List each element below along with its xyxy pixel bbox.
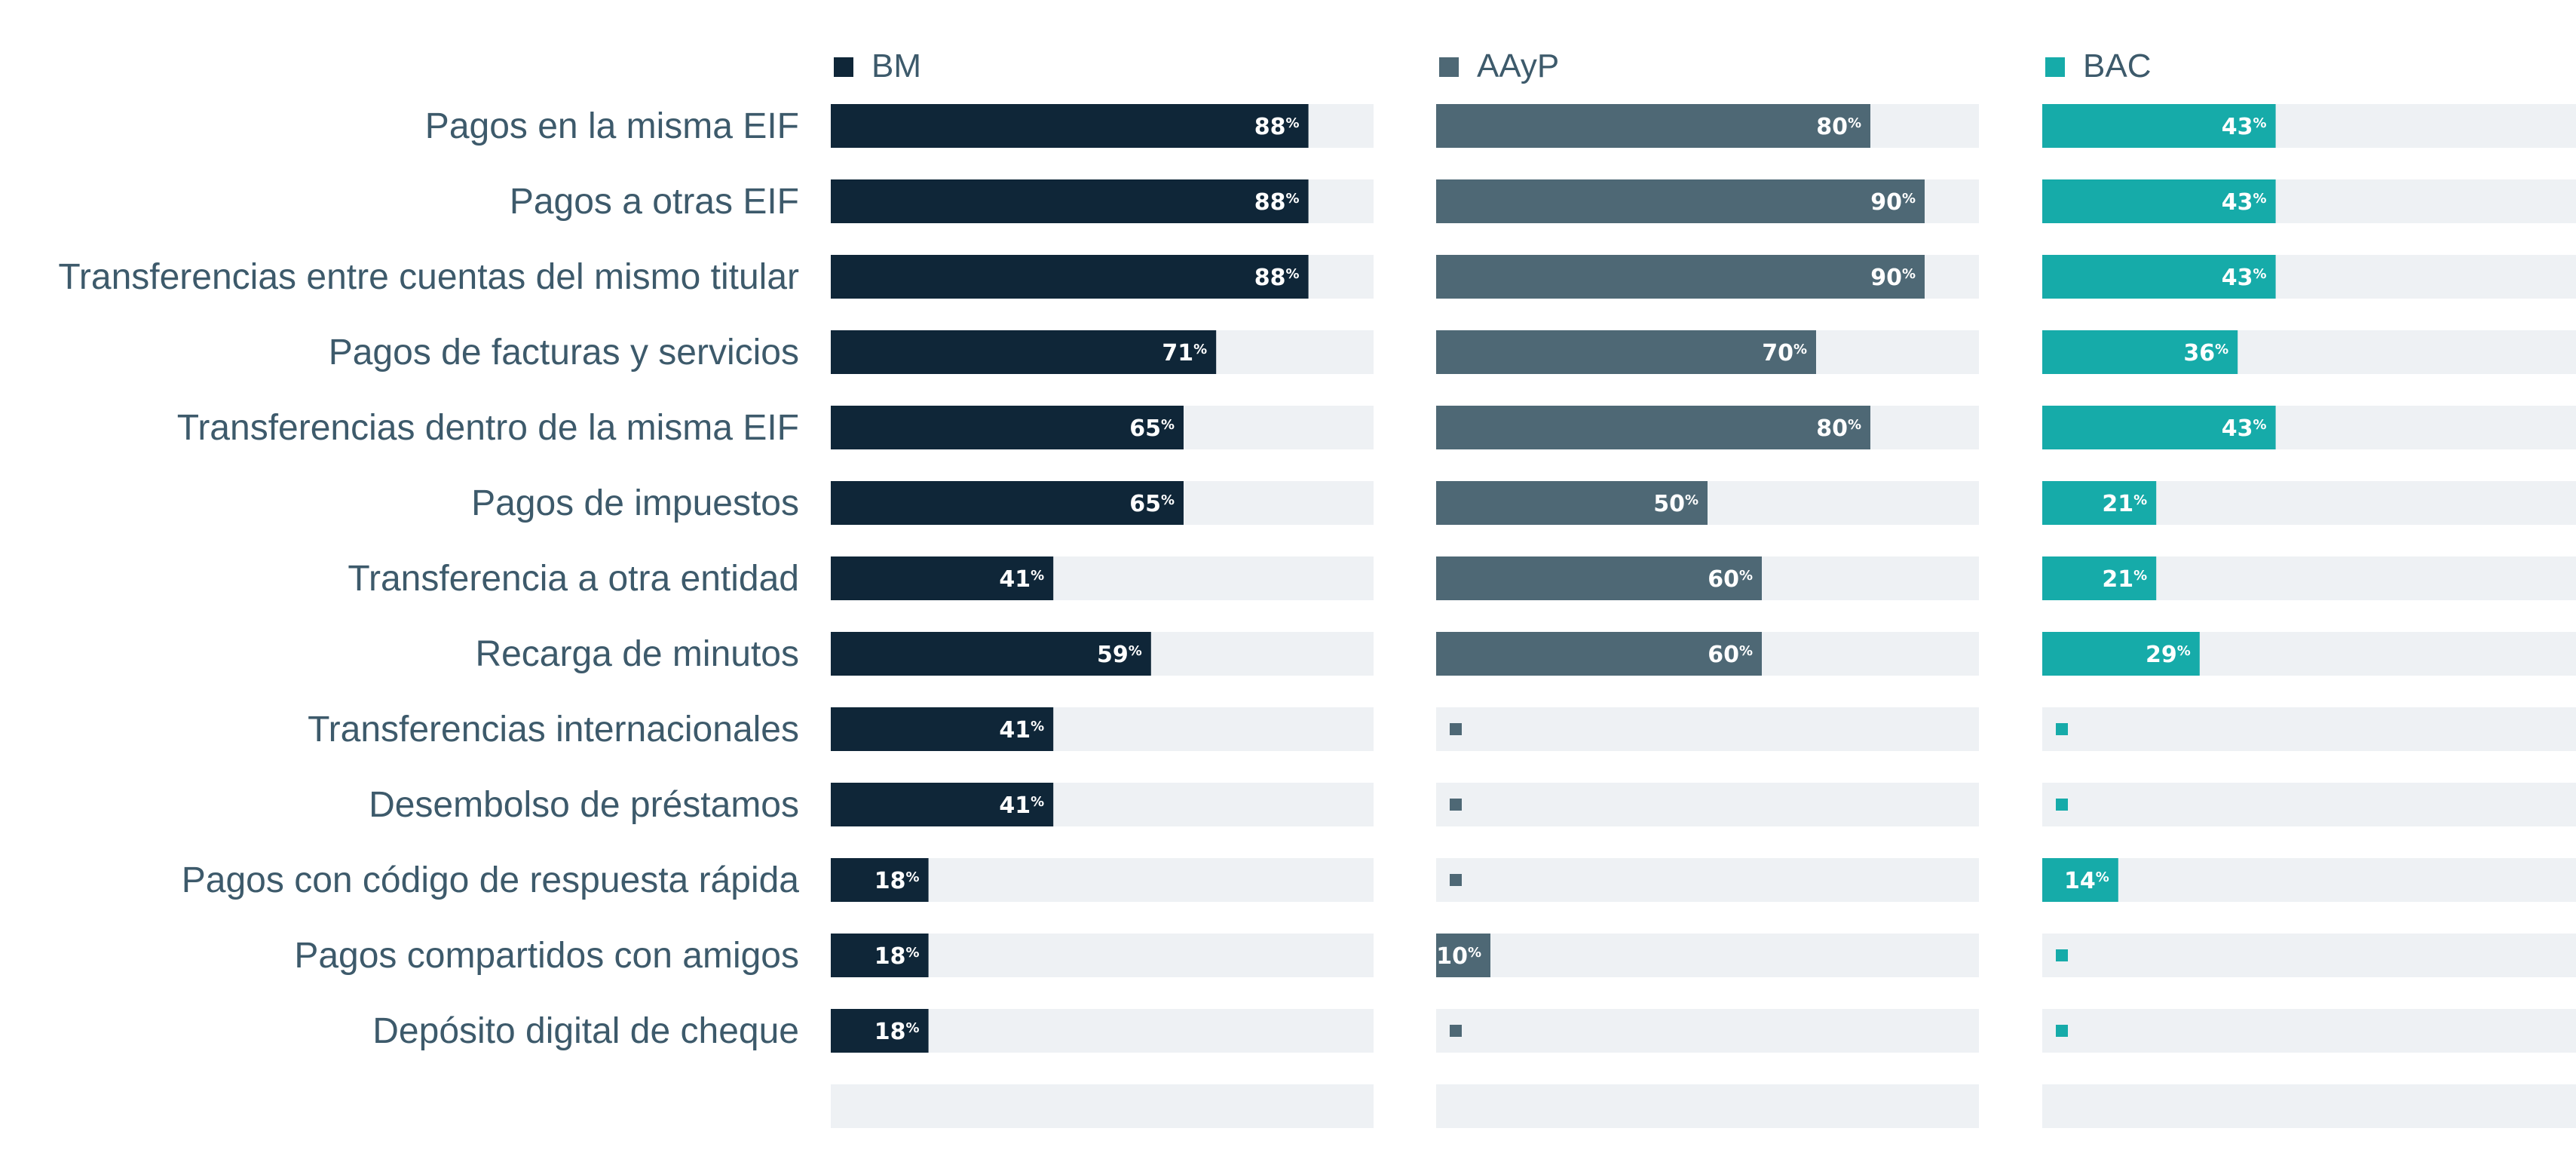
bar-bac (2042, 255, 2276, 299)
category-label-deposito-digital-de-cheque: Depósito digital de cheque (372, 1011, 799, 1051)
bar-track (2042, 858, 2576, 902)
category-label-pagos-con-codigo-de-respuesta-rapida: Pagos con código de respuesta rápida (182, 860, 800, 900)
bar-track (1436, 783, 1979, 826)
no-data-marker (2056, 949, 2068, 961)
bar-aayp (1436, 632, 1762, 676)
bar-track (1436, 707, 1979, 751)
bar-bm (831, 1009, 929, 1053)
bar-bac (2042, 632, 2200, 676)
bar-bm (831, 481, 1184, 525)
bar-aayp (1436, 330, 1816, 374)
bar-bm (831, 707, 1054, 751)
bar-aayp (1436, 481, 1708, 525)
bar-aayp (1436, 179, 1925, 223)
bar-aayp (1436, 255, 1925, 299)
data-label-bm: 41% (999, 793, 1044, 819)
data-label-aayp: 90% (1870, 265, 1916, 291)
legend-label-bac: BAC (2083, 48, 2151, 84)
bar-track (831, 1084, 1374, 1128)
bar-bm (831, 255, 1309, 299)
bar-track (1436, 934, 1979, 977)
bar-track (1436, 1009, 1979, 1053)
legend-swatch-aayp (1439, 57, 1459, 77)
data-label-aayp: 70% (1762, 340, 1807, 366)
category-label-desembolso-de-prestamos: Desembolso de préstamos (369, 785, 799, 825)
data-label-aayp: 10% (1436, 943, 1481, 970)
no-data-marker (2056, 1025, 2068, 1037)
legend-swatch-bm (834, 57, 853, 77)
bar-bm (831, 330, 1217, 374)
legend-swatch-bac (2045, 57, 2065, 77)
bar-bm (831, 783, 1054, 826)
legend-label-aayp: AAyP (1477, 48, 1559, 84)
bar-bac (2042, 330, 2238, 374)
bar-track (2042, 934, 2576, 977)
no-data-marker (1450, 723, 1462, 735)
category-label-pagos-a-otras-eif: Pagos a otras EIF (510, 182, 799, 222)
category-label-transferencias-internacionales: Transferencias internacionales (308, 710, 799, 750)
bar-bac (2042, 858, 2118, 902)
legend-label-bm: BM (871, 48, 921, 84)
bar-bm (831, 179, 1309, 223)
no-data-marker (2056, 799, 2068, 811)
bar-bac (2042, 406, 2276, 449)
category-label-pagos-de-facturas-y-servicios: Pagos de facturas y servicios (329, 333, 799, 373)
category-label-pagos-de-impuestos: Pagos de impuestos (471, 483, 799, 523)
bar-track (1436, 858, 1979, 902)
no-data-marker (1450, 874, 1462, 886)
bar-bac (2042, 104, 2276, 148)
no-data-marker (2056, 723, 2068, 735)
bar-bm (831, 858, 929, 902)
bar-track (2042, 1009, 2576, 1053)
data-label-bm: 71% (1162, 340, 1207, 366)
bar-aayp (1436, 934, 1490, 977)
bar-bm (831, 556, 1054, 600)
bar-bm (831, 104, 1309, 148)
category-label-transferencias-entre-cuentas-del-mismo-titular: Transferencias entre cuentas del mismo t… (58, 257, 799, 297)
bar-bm (831, 406, 1184, 449)
no-data-marker (1450, 799, 1462, 811)
category-label-pagos-en-la-misma-eif: Pagos en la misma EIF (425, 106, 799, 146)
no-data-marker (1450, 1025, 1462, 1037)
category-label-transferencias-dentro-de-la-misma-eif: Transferencias dentro de la misma EIF (177, 408, 799, 448)
bar-bac (2042, 481, 2157, 525)
bar-aayp (1436, 406, 1870, 449)
category-label-recarga-de-minutos: Recarga de minutos (475, 634, 799, 674)
bar-track (1436, 1084, 1979, 1128)
bar-track (2042, 707, 2576, 751)
category-label-pagos-compartidos-con-amigos: Pagos compartidos con amigos (294, 936, 799, 976)
bar-bm (831, 934, 929, 977)
bar-track (2042, 783, 2576, 826)
bar-track (2042, 1084, 2576, 1128)
bar-bm (831, 632, 1151, 676)
category-label-transferencia-a-otra-entidad: Transferencia a otra entidad (348, 559, 799, 599)
bar-bac (2042, 556, 2157, 600)
bar-aayp (1436, 104, 1870, 148)
bar-bac (2042, 179, 2276, 223)
bar-aayp (1436, 556, 1762, 600)
